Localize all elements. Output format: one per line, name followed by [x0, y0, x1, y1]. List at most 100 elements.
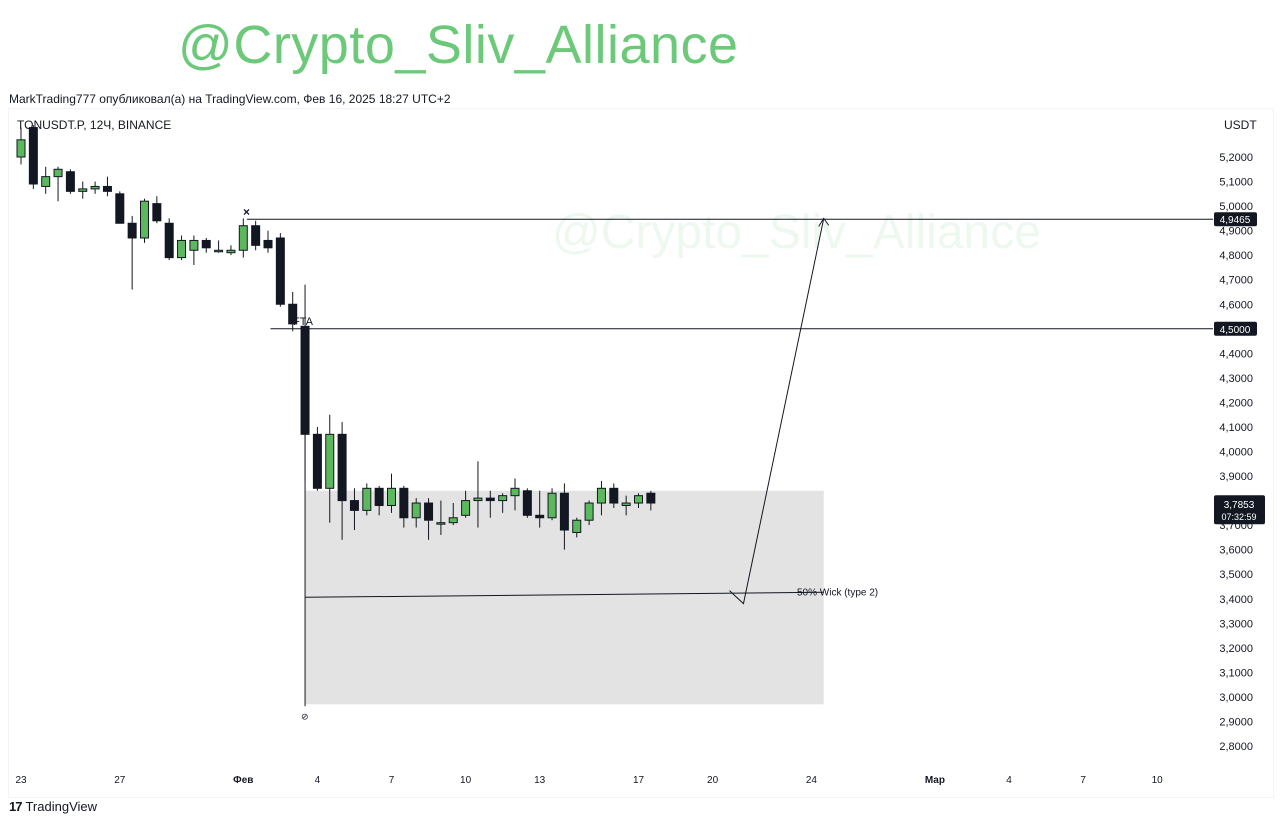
price-tag-text: 4,9465: [1220, 215, 1251, 226]
candle-body-down: [646, 492, 656, 504]
price-tag-text: 4,5000: [1220, 325, 1251, 336]
y-tick-label: 3,0000: [1219, 692, 1253, 704]
candle: [115, 191, 125, 224]
y-tick-label: 3,9000: [1219, 471, 1253, 483]
x-tick-label: 4: [315, 775, 321, 786]
y-tick-label: 2,8000: [1219, 741, 1253, 753]
candle: [41, 166, 51, 194]
published-line: MarkTrading777 опубликовал(а) на Trading…: [9, 92, 451, 106]
x-tick-label: 20: [707, 775, 719, 786]
candle-body-down: [275, 237, 285, 305]
symbol-info[interactable]: TONUSDT.P, 12Ч, BINANCE: [17, 118, 172, 132]
candle: [609, 483, 619, 508]
candle-body-up: [226, 249, 236, 254]
candle-body-up: [214, 249, 224, 253]
tradingview-logo-text: TradingView: [25, 799, 98, 814]
candle-body-down: [522, 490, 532, 516]
y-tick-label: 3,6000: [1219, 545, 1253, 557]
x-tick-label: 7: [1080, 775, 1086, 786]
tradingview-logo[interactable]: 17 TradingView: [9, 799, 97, 814]
candle-body-up: [362, 487, 372, 511]
y-tick-label: 4,3000: [1219, 373, 1253, 385]
y-tick-label: 4,8000: [1219, 250, 1253, 262]
candle: [399, 485, 409, 528]
candle: [214, 240, 224, 253]
candle: [646, 490, 656, 511]
candle-body-down: [485, 497, 495, 502]
candle-body-up: [547, 492, 557, 519]
candle-body-up: [325, 433, 335, 489]
fta-label: FTA: [293, 316, 314, 328]
candle-body-down: [374, 487, 384, 506]
candle-body-up: [572, 519, 582, 533]
candle-body-down: [201, 239, 211, 249]
candle-body-down: [349, 500, 359, 511]
candle-body-up: [448, 517, 458, 524]
candle-body-down: [559, 492, 569, 531]
y-tick-label: 3,4000: [1219, 594, 1253, 606]
candle: [164, 218, 174, 261]
candle: [251, 220, 261, 251]
candle: [263, 230, 273, 253]
candle: [411, 498, 421, 528]
x-tick-label: 4: [1006, 775, 1012, 786]
candle: [547, 488, 557, 521]
y-tick-label: 4,7000: [1219, 275, 1253, 287]
candle-body-down: [535, 514, 545, 519]
candle-body-up: [634, 495, 643, 504]
candle: [28, 125, 38, 189]
candle: [238, 218, 248, 258]
projection-arrow-path: [729, 218, 825, 605]
candle-body-up: [461, 500, 471, 516]
candle: [424, 498, 434, 540]
candle: [387, 473, 396, 513]
candle-body-down: [288, 303, 298, 325]
candle-body-up: [90, 185, 100, 190]
candle: [572, 517, 582, 538]
candle: [349, 488, 359, 531]
candle: [485, 490, 495, 518]
candle: [177, 235, 187, 261]
y-tick-label: 4,2000: [1219, 397, 1253, 409]
x-marker-icon: ×: [243, 205, 250, 219]
candle: [448, 503, 458, 526]
y-tick-label: 5,2000: [1219, 152, 1253, 164]
candle-body-up: [189, 239, 199, 251]
y-tick-label: 5,0000: [1219, 201, 1253, 213]
candle: [436, 500, 446, 535]
candle-body-down: [152, 203, 162, 222]
candle-body-down: [399, 487, 409, 519]
candle: [621, 495, 631, 516]
candle: [461, 490, 471, 518]
current-price-text: 3,7853: [1224, 500, 1255, 511]
candle: [152, 196, 162, 224]
candle-body-down: [263, 239, 273, 249]
candle: [337, 422, 347, 540]
candle: [374, 485, 384, 516]
candle: [300, 284, 310, 481]
x-tick-label: 27: [114, 775, 126, 786]
candle-body-up: [16, 139, 26, 158]
x-tick-label: 23: [15, 775, 27, 786]
y-tick-label: 3,3000: [1219, 618, 1253, 630]
candle-body-down: [300, 325, 310, 435]
candle: [596, 480, 606, 516]
candle-body-down: [609, 487, 619, 504]
candle-body-up: [411, 502, 421, 519]
currency-label[interactable]: USDT: [1224, 118, 1257, 132]
candle-body-up: [498, 495, 508, 502]
candle: [498, 493, 508, 513]
x-tick-label: 7: [389, 775, 395, 786]
candle-body-down: [312, 433, 322, 489]
countdown-timer: 07:32:59: [1221, 512, 1256, 522]
candle: [226, 245, 236, 256]
projection-arrow-head: [818, 217, 830, 227]
candle-body-down: [337, 433, 347, 502]
y-tick-label: 4,1000: [1219, 422, 1253, 434]
x-tick-label: 10: [460, 775, 472, 786]
candle-body-down: [164, 222, 174, 259]
candle: [102, 176, 112, 197]
x-tick-label: 24: [806, 775, 818, 786]
candle-body-down: [115, 193, 125, 224]
